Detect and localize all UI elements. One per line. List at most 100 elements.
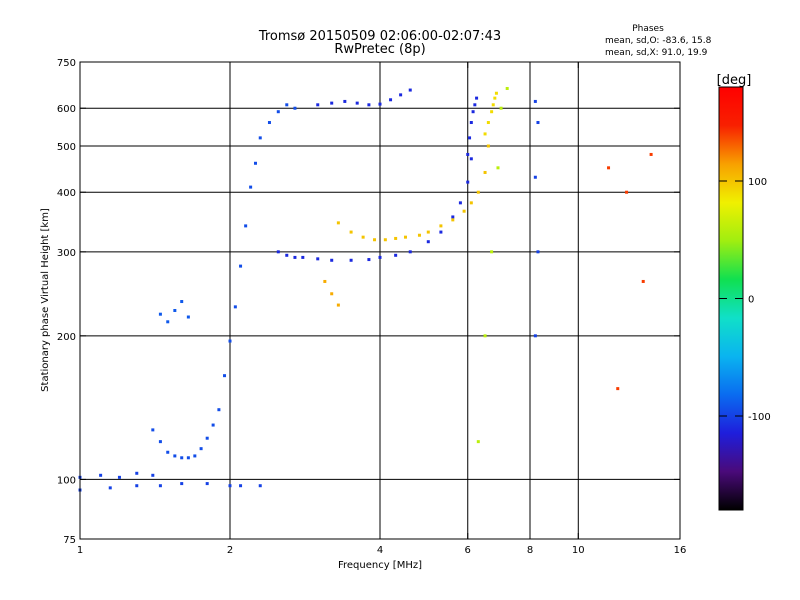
data-point	[330, 101, 334, 105]
data-point	[486, 121, 490, 125]
y-axis-ticks: 75 100 200 300 400 500 600 750	[57, 58, 680, 546]
data-point	[486, 144, 490, 148]
data-point	[469, 157, 473, 161]
y-tick-label: 600	[57, 104, 76, 115]
data-point	[166, 320, 170, 324]
chart-title: Tromsø 20150509 02:06:00-02:07:43	[258, 29, 501, 44]
data-point	[361, 235, 365, 239]
data-point	[439, 230, 443, 234]
phases-o-stats: mean, sd,O: -83.6, 15.8	[605, 36, 712, 46]
data-point	[408, 250, 412, 254]
data-point	[476, 440, 480, 444]
data-point	[205, 436, 209, 440]
data-point	[285, 103, 289, 107]
data-point	[233, 305, 237, 309]
data-point	[468, 136, 472, 140]
colorbar-ticks: 100 0 -100	[719, 177, 771, 423]
x-tick-label: 6	[465, 545, 471, 556]
data-point	[239, 264, 243, 268]
data-point	[394, 236, 398, 240]
data-point	[471, 110, 475, 114]
data-point	[135, 484, 139, 488]
data-point	[466, 180, 470, 184]
data-point	[490, 250, 494, 254]
data-point	[151, 428, 155, 432]
data-point	[641, 279, 645, 283]
data-point	[417, 233, 421, 237]
data-point	[316, 257, 320, 261]
data-point	[349, 230, 353, 234]
data-point	[483, 170, 487, 174]
data-point	[173, 308, 177, 312]
data-point	[301, 255, 305, 259]
data-point	[378, 102, 382, 106]
data-point	[276, 110, 280, 114]
data-point	[330, 292, 334, 296]
data-point	[496, 166, 500, 170]
x-tick-label: 2	[227, 545, 233, 556]
y-axis-label: Stationary phase Virtual Height [km]	[40, 208, 51, 392]
data-point	[458, 201, 462, 205]
data-point	[276, 250, 280, 254]
data-point	[378, 255, 382, 259]
data-point	[649, 152, 653, 156]
colorbar-tick-label: 100	[748, 177, 767, 188]
data-point	[355, 101, 359, 105]
data-point	[367, 258, 371, 262]
data-point	[108, 486, 112, 490]
data-point	[158, 312, 162, 316]
data-point	[426, 240, 430, 244]
data-point	[469, 121, 473, 125]
y-tick-label: 300	[57, 248, 76, 259]
data-point	[473, 103, 477, 107]
data-point	[408, 88, 412, 92]
data-point	[239, 484, 243, 488]
data-point	[199, 447, 203, 451]
data-point	[244, 224, 248, 228]
data-point	[493, 96, 497, 100]
data-point	[475, 96, 479, 100]
data-point	[158, 440, 162, 444]
x-tick-label: 10	[572, 545, 585, 556]
data-point	[193, 454, 197, 458]
data-point	[180, 300, 184, 304]
data-point	[117, 475, 121, 479]
data-point	[228, 339, 232, 343]
data-point	[135, 471, 139, 475]
data-point	[499, 106, 503, 110]
data-point	[223, 374, 227, 378]
y-tick-label: 200	[57, 332, 76, 343]
data-point	[285, 253, 289, 257]
data-point	[426, 230, 430, 234]
data-point	[439, 224, 443, 228]
y-tick-label: 75	[63, 535, 76, 546]
data-point	[533, 99, 537, 103]
colorbar-tick-label: -100	[748, 412, 771, 423]
data-point	[258, 484, 262, 488]
data-point	[186, 456, 190, 460]
data-point	[249, 185, 253, 189]
data-point	[399, 93, 403, 97]
data-point	[373, 238, 377, 242]
phases-heading: Phases	[632, 24, 664, 34]
data-point	[336, 221, 340, 225]
data-point	[607, 166, 611, 170]
data-point	[490, 110, 494, 114]
data-point	[343, 99, 347, 103]
data-point	[99, 473, 103, 477]
data-point	[403, 235, 407, 239]
data-point	[394, 253, 398, 257]
data-point	[483, 334, 487, 338]
x-axis-label: Frequency [MHz]	[338, 560, 422, 571]
data-point	[466, 152, 470, 156]
data-point	[383, 238, 387, 242]
x-tick-label: 16	[674, 545, 687, 556]
colorbar-tick-label: 0	[748, 295, 754, 306]
data-point	[158, 484, 162, 488]
y-tick-label: 500	[57, 142, 76, 153]
x-tick-label: 1	[77, 545, 83, 556]
data-point	[166, 450, 170, 454]
data-point	[494, 91, 498, 95]
data-point	[505, 86, 509, 90]
